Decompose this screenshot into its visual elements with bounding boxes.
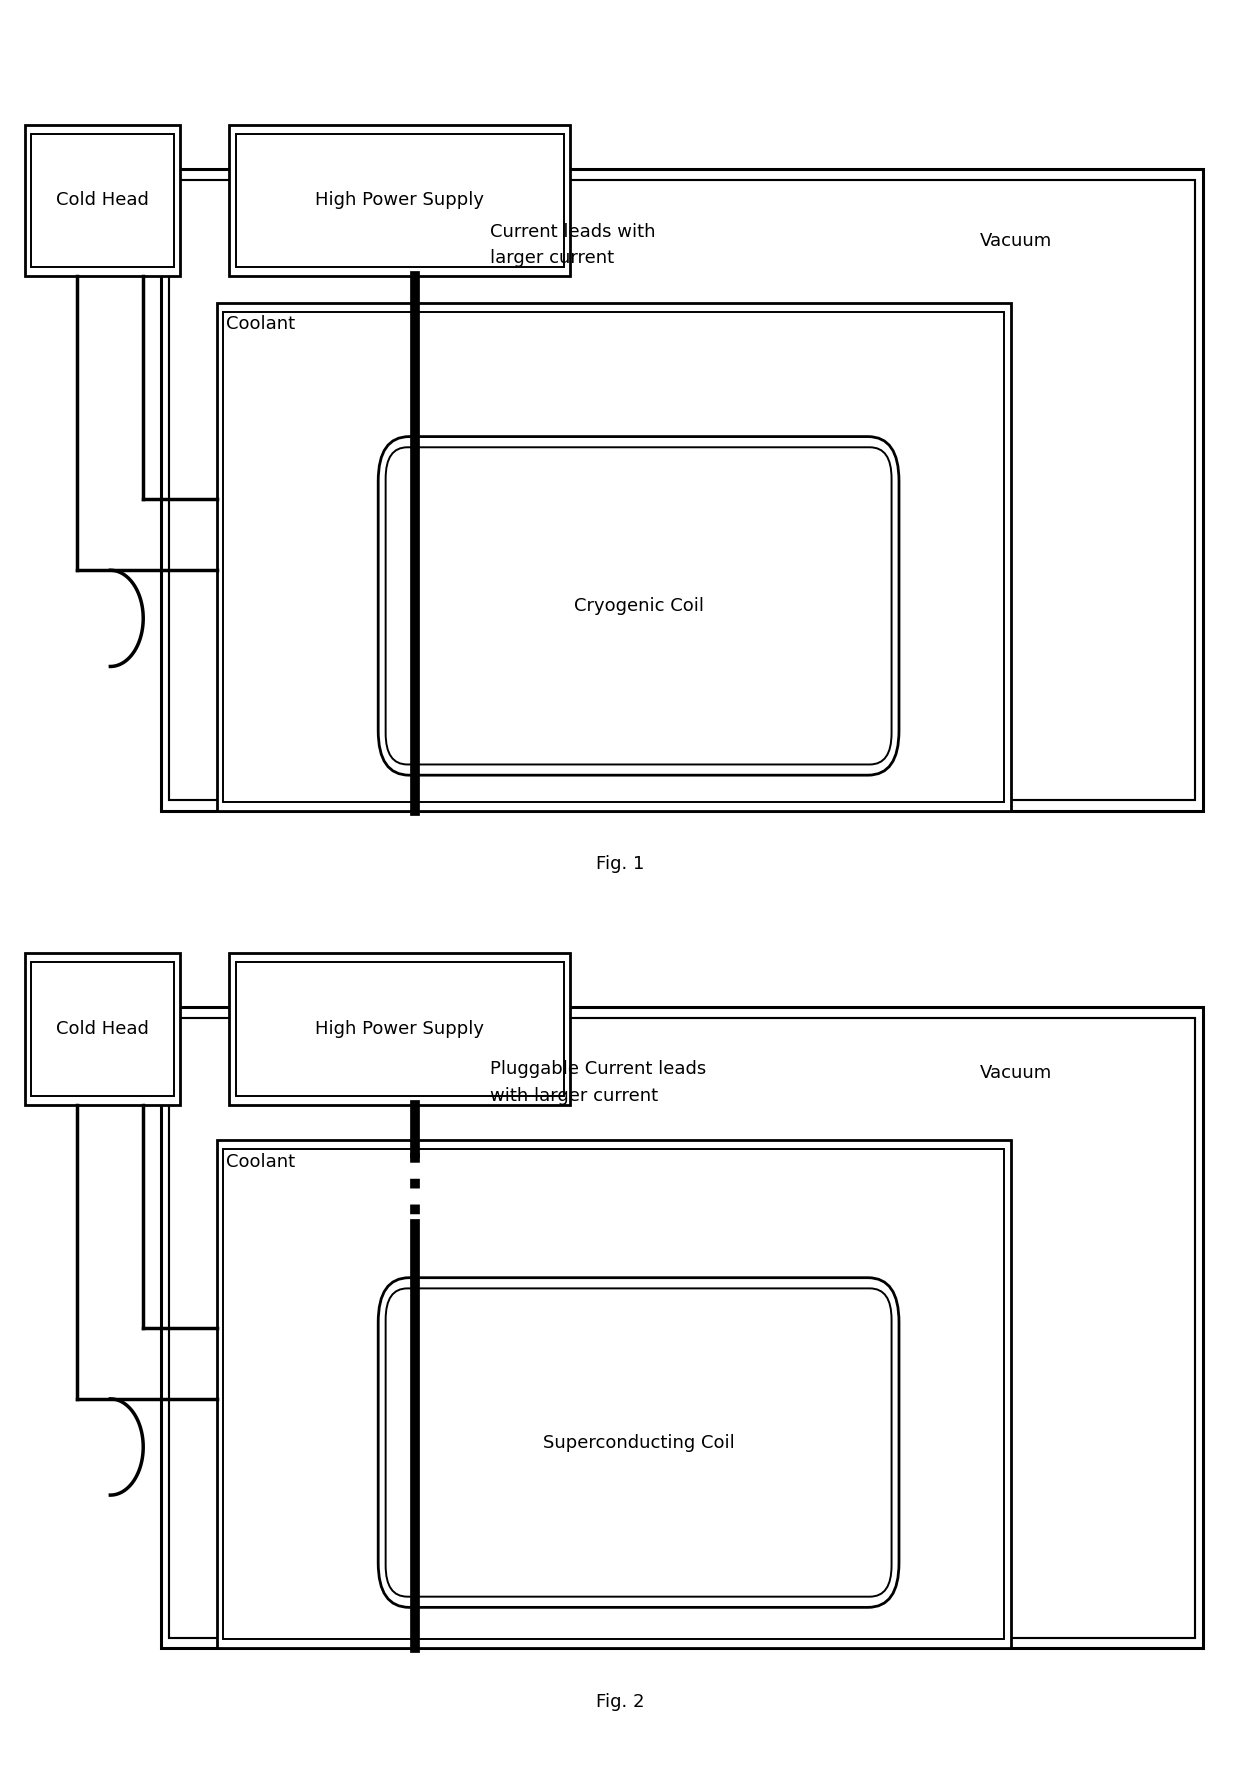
Bar: [217, 303, 1011, 811]
FancyBboxPatch shape: [386, 1288, 892, 1597]
Text: High Power Supply: High Power Supply: [315, 191, 485, 210]
Bar: [236, 962, 564, 1096]
Bar: [31, 134, 174, 267]
Text: Vacuum: Vacuum: [980, 232, 1052, 249]
Bar: [25, 125, 180, 276]
Text: Vacuum: Vacuum: [980, 1064, 1052, 1082]
Bar: [217, 1140, 1011, 1648]
Text: Fig. 1: Fig. 1: [595, 855, 645, 873]
FancyBboxPatch shape: [378, 437, 899, 775]
Text: Fig. 2: Fig. 2: [595, 1693, 645, 1711]
Text: Superconducting Coil: Superconducting Coil: [543, 1433, 734, 1452]
Bar: [223, 312, 1004, 802]
Bar: [161, 169, 1203, 811]
Bar: [236, 134, 564, 267]
Text: Coolant: Coolant: [226, 315, 295, 333]
Bar: [229, 953, 570, 1105]
Bar: [169, 1018, 1195, 1638]
Bar: [223, 1149, 1004, 1639]
FancyBboxPatch shape: [378, 1278, 899, 1607]
Text: Cold Head: Cold Head: [56, 1019, 149, 1039]
Bar: [161, 1007, 1203, 1648]
Text: Current leads with
larger current: Current leads with larger current: [490, 223, 655, 267]
Bar: [169, 180, 1195, 800]
Text: Pluggable Current leads
with larger current: Pluggable Current leads with larger curr…: [490, 1060, 706, 1105]
Bar: [25, 953, 180, 1105]
Text: Cryogenic Coil: Cryogenic Coil: [574, 597, 703, 615]
FancyBboxPatch shape: [386, 447, 892, 764]
Text: Coolant: Coolant: [226, 1153, 295, 1171]
Text: High Power Supply: High Power Supply: [315, 1019, 485, 1039]
Bar: [31, 962, 174, 1096]
Text: Cold Head: Cold Head: [56, 191, 149, 210]
Bar: [229, 125, 570, 276]
